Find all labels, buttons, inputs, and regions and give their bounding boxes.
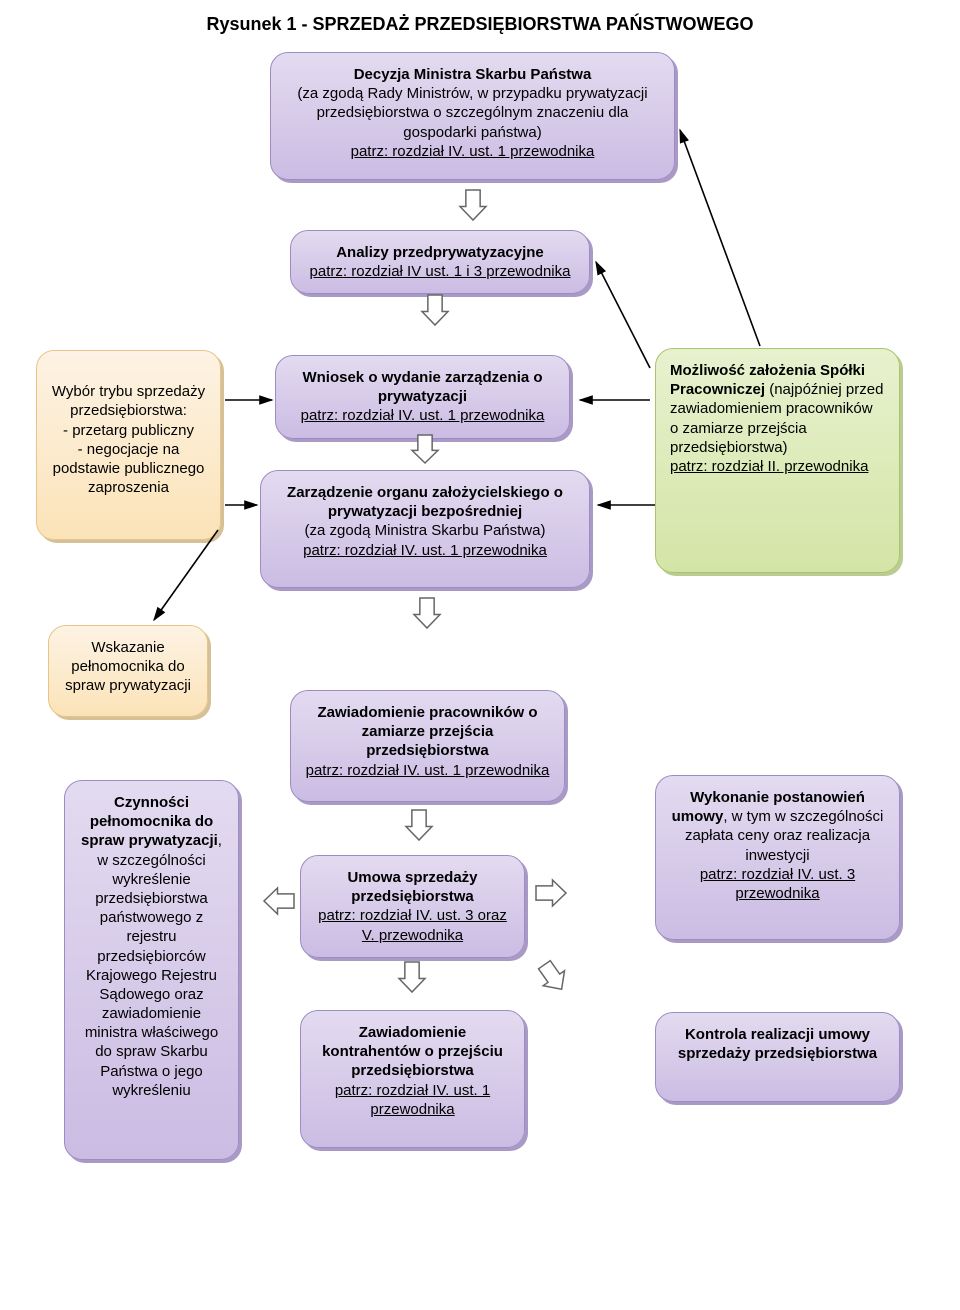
node-proxy-actions: Czynności pełnomocnika do spraw prywatyz… bbox=[64, 780, 239, 1160]
node-ref: patrz: rozdział IV. ust. 1 przewodnika bbox=[351, 143, 595, 160]
node-ref: patrz: rozdział IV. ust. 1 przewodnika bbox=[306, 762, 550, 779]
node-title: Czynności pełnomocnika do spraw prywatyz… bbox=[81, 794, 218, 849]
node-notify-contractors: Zawiadomienie kontrahentów o przejściu p… bbox=[300, 1010, 525, 1148]
node-title: Wniosek o wydanie zarządzenia o prywatyz… bbox=[302, 369, 542, 405]
node-notify-employees: Zawiadomienie pracowników o zamiarze prz… bbox=[290, 690, 565, 802]
node-title: Umowa sprzedaży przedsiębiorstwa bbox=[347, 869, 477, 905]
node-sale-agreement: Umowa sprzedaży przedsiębiorstwa patrz: … bbox=[300, 855, 525, 958]
node-ordinance: Zarządzenie organu założycielskiego o pr… bbox=[260, 470, 590, 588]
node-ref: patrz: rozdział II. przewodnika bbox=[670, 458, 868, 475]
node-sale-mode: Wybór trybu sprzedaży przedsiębiorstwa: … bbox=[36, 350, 221, 540]
node-proxy-appointment: Wskazanie pełnomocnika do spraw prywatyz… bbox=[48, 625, 208, 717]
node-ref: patrz: rozdział IV. ust. 1 przewodnika bbox=[335, 1082, 490, 1118]
node-decision-minister: Decyzja Ministra Skarbu Państwa (za zgod… bbox=[270, 52, 675, 180]
node-text: Wskazanie pełnomocnika do spraw prywatyz… bbox=[65, 639, 191, 694]
node-application: Wniosek o wydanie zarządzenia o prywatyz… bbox=[275, 355, 570, 439]
node-ref: patrz: rozdział IV. ust. 1 przewodnika bbox=[303, 542, 547, 559]
node-execute-contract: Wykonanie postanowień umowy, w tym w szc… bbox=[655, 775, 900, 940]
node-title: Kontrola realizacji umowy sprzedaży prze… bbox=[678, 1026, 877, 1062]
node-title: Zawiadomienie kontrahentów o przejściu p… bbox=[322, 1024, 503, 1079]
node-desc: , w szczególności wykreślenie przedsiębi… bbox=[85, 832, 222, 1098]
node-ref: patrz: rozdział IV. ust. 3 oraz V. przew… bbox=[318, 907, 507, 943]
node-contract-control: Kontrola realizacji umowy sprzedaży prze… bbox=[655, 1012, 900, 1102]
node-title: Analizy przedprywatyzacyjne bbox=[336, 244, 544, 261]
node-title: Zarządzenie organu założycielskiego o pr… bbox=[287, 484, 563, 520]
node-title: Zawiadomienie pracowników o zamiarze prz… bbox=[317, 704, 537, 759]
node-desc: (za zgodą Rady Ministrów, w przypadku pr… bbox=[297, 85, 647, 140]
node-ref: patrz: rozdział IV ust. 1 i 3 przewodnik… bbox=[310, 263, 571, 280]
node-employee-company: Możliwość założenia Spółki Pracowniczej … bbox=[655, 348, 900, 573]
node-title: Decyzja Ministra Skarbu Państwa bbox=[354, 66, 592, 83]
node-text: Wybór trybu sprzedaży przedsiębiorstwa: … bbox=[52, 383, 205, 496]
diagram-title: Rysunek 1 - SPRZEDAŻ PRZEDSIĘBIORSTWA PA… bbox=[0, 14, 960, 35]
node-ref: patrz: rozdział IV. ust. 1 przewodnika bbox=[301, 407, 545, 424]
node-analyses: Analizy przedprywatyzacyjne patrz: rozdz… bbox=[290, 230, 590, 294]
node-desc: (za zgodą Ministra Skarbu Państwa) bbox=[305, 522, 546, 539]
node-ref: patrz: rozdział IV. ust. 3 przewodnika bbox=[700, 866, 855, 902]
